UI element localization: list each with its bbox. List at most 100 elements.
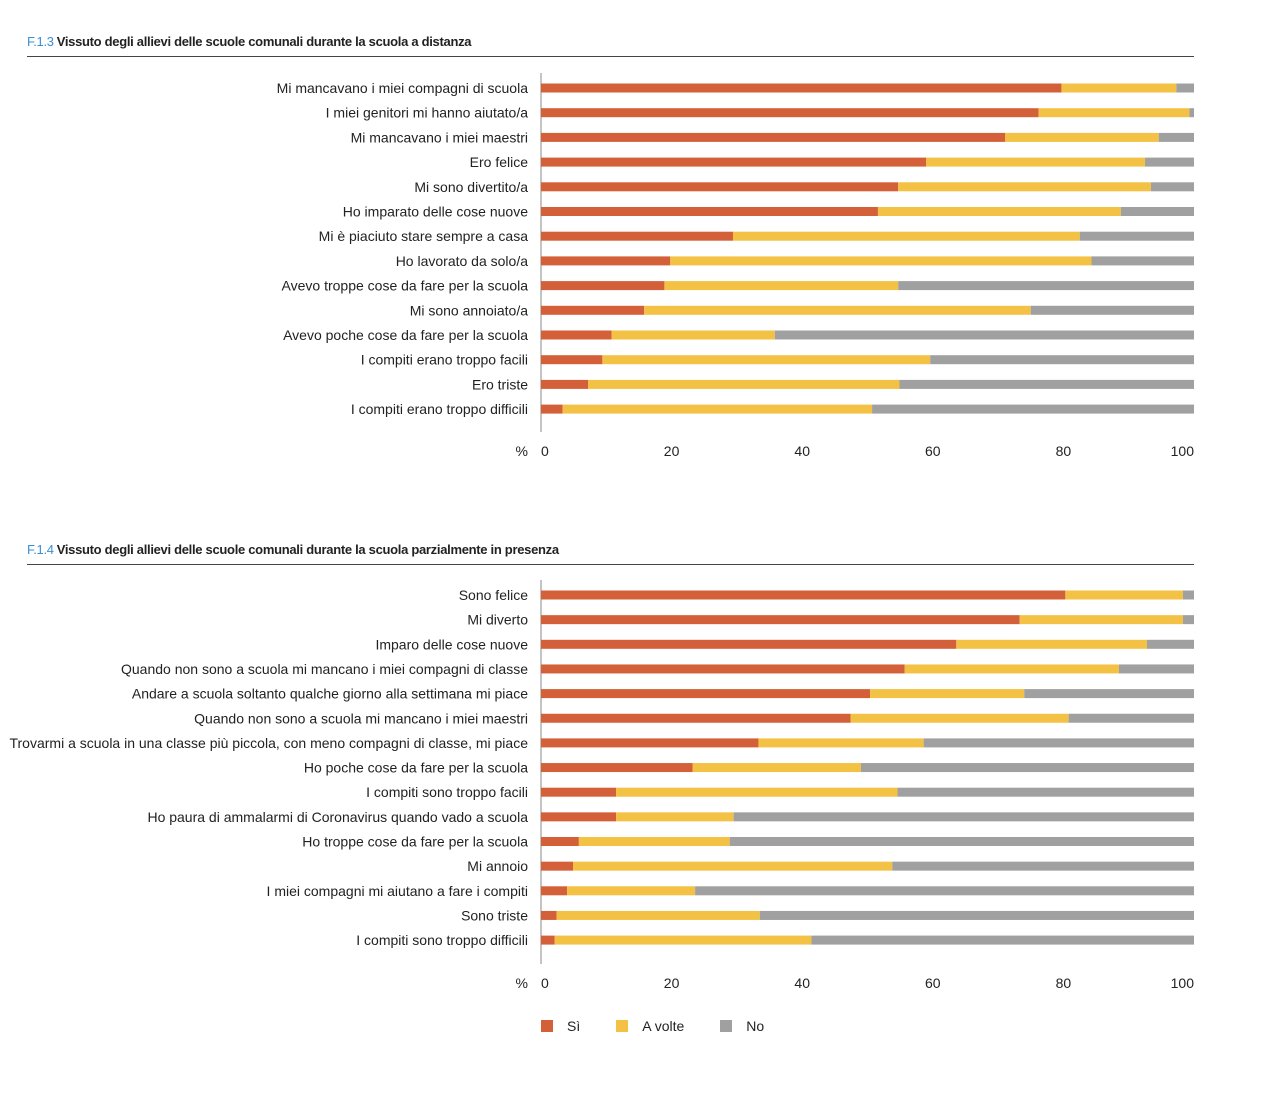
bar-segment-a-volte bbox=[611, 330, 775, 340]
figure-title: F.1.4 Vissuto degli allievi delle scuole … bbox=[27, 542, 559, 557]
x-tick-label: 60 bbox=[925, 443, 941, 459]
x-tick-label: 80 bbox=[1056, 975, 1072, 991]
category-label: Quando non sono a scuola mi mancano i mi… bbox=[194, 710, 528, 726]
bar-segment-a-volte bbox=[562, 404, 873, 414]
x-tick-label: 20 bbox=[664, 443, 680, 459]
stacked-bar-chart-partial-presence: Sono felice Mi diverto Imparo delle cose n… bbox=[9, 580, 1194, 991]
legend-swatch-no bbox=[720, 1020, 733, 1032]
bar-segment-a-volte bbox=[870, 689, 1025, 699]
bar-segment-si bbox=[541, 787, 617, 797]
bar-segment-a-volte bbox=[1019, 615, 1183, 625]
bar-segment-si bbox=[541, 330, 612, 340]
chart-legend: Sì A volte No bbox=[541, 1018, 800, 1034]
bar-segment-no bbox=[733, 812, 1194, 822]
category-label: Ho lavorato da solo/a bbox=[396, 253, 529, 269]
category-label: I compiti sono troppo difficili bbox=[356, 932, 528, 948]
figure-title-text: Vissuto degli allievi delle scuole comun… bbox=[56, 34, 472, 49]
bar-segment-si bbox=[541, 207, 878, 216]
bar-segment-no bbox=[1091, 256, 1194, 266]
bar-segment-no bbox=[1120, 207, 1194, 216]
bar-segment-si bbox=[541, 763, 693, 773]
category-label: I compiti erano troppo difficili bbox=[351, 401, 528, 417]
bar-segment-si bbox=[541, 639, 957, 649]
bar-segment-no bbox=[872, 404, 1194, 414]
legend-item-a-volte: A volte bbox=[616, 1018, 684, 1034]
bar-segment-no bbox=[1146, 639, 1194, 649]
bar-segment-no bbox=[1176, 83, 1194, 93]
bar-segment-si bbox=[541, 379, 589, 389]
bar-segment-a-volte bbox=[554, 935, 812, 945]
bar-segment-si bbox=[541, 157, 927, 167]
figure-code: F.1.3 bbox=[27, 34, 54, 49]
category-label: Avevo troppe cose da fare per la scuola bbox=[282, 278, 529, 294]
category-label: Ho troppe cose da fare per la scuola bbox=[302, 834, 528, 850]
bar-segment-no bbox=[923, 738, 1194, 748]
category-label: Mi diverto bbox=[467, 612, 528, 628]
category-label: Ero triste bbox=[472, 376, 528, 392]
bar-segment-a-volte bbox=[664, 281, 899, 291]
bar-segment-no bbox=[1182, 615, 1194, 625]
figure-title-text: Vissuto degli allievi delle scuole comun… bbox=[56, 542, 559, 557]
title-rule bbox=[27, 56, 1194, 57]
bar-segment-a-volte bbox=[644, 305, 1031, 315]
bar-segment-si bbox=[541, 713, 851, 723]
bar-segment-no bbox=[1118, 664, 1194, 674]
bar-segment-a-volte bbox=[758, 738, 924, 748]
category-label: Sono triste bbox=[461, 907, 528, 923]
bar-segment-si bbox=[541, 404, 563, 414]
category-label: Quando non sono a scuola mi mancano i mi… bbox=[121, 661, 528, 677]
bar-segment-a-volte bbox=[588, 379, 900, 389]
category-label: Mi mancavano i miei compagni di scuola bbox=[277, 80, 529, 96]
bar-segment-si bbox=[541, 910, 557, 920]
category-label: Mi sono divertito/a bbox=[414, 179, 528, 195]
legend-swatch-a-volte bbox=[616, 1020, 629, 1032]
axis-unit-label: % bbox=[516, 443, 528, 459]
bar-segment-si bbox=[541, 355, 603, 365]
category-label: Ho poche cose da fare per la scuola bbox=[304, 760, 528, 776]
bar-segment-no bbox=[1079, 231, 1194, 241]
bar-segment-si bbox=[541, 281, 665, 291]
bar-segment-a-volte bbox=[567, 886, 696, 896]
bar-segment-a-volte bbox=[578, 837, 730, 846]
legend-label: A volte bbox=[642, 1018, 685, 1034]
bar-segment-si bbox=[541, 664, 905, 674]
bar-segment-a-volte bbox=[1005, 132, 1159, 142]
bar-segment-si bbox=[541, 935, 555, 945]
x-tick-label: 60 bbox=[925, 975, 941, 991]
bar-segment-a-volte bbox=[602, 355, 931, 365]
bar-segment-a-volte bbox=[956, 639, 1147, 649]
bar-segment-si bbox=[541, 108, 1039, 118]
bar-segment-no bbox=[729, 837, 1194, 846]
x-tick-label: 40 bbox=[794, 443, 810, 459]
bar-segment-a-volte bbox=[898, 182, 1151, 192]
bar-segment-no bbox=[759, 910, 1194, 920]
figure-title: F.1.3 Vissuto degli allievi delle scuole … bbox=[27, 34, 472, 49]
bar-segment-a-volte bbox=[904, 664, 1119, 674]
bar-segment-si bbox=[541, 590, 1066, 600]
category-label: Andare a scuola soltanto qualche giorno … bbox=[132, 686, 528, 702]
bar-segment-si bbox=[541, 812, 617, 822]
bar-segment-si bbox=[541, 738, 759, 748]
x-tick-label: 40 bbox=[794, 975, 810, 991]
x-tick-label: 80 bbox=[1056, 443, 1072, 459]
bar-segment-a-volte bbox=[877, 207, 1121, 216]
bar-segment-a-volte bbox=[926, 157, 1146, 167]
bar-segment-si bbox=[541, 615, 1020, 625]
bar-segment-a-volte bbox=[616, 787, 898, 797]
bar-segment-si bbox=[541, 83, 1062, 93]
x-tick-label: 0 bbox=[541, 443, 549, 459]
bar-segment-a-volte bbox=[1061, 83, 1177, 93]
bar-segment-no bbox=[811, 935, 1194, 945]
bar-segment-no bbox=[899, 379, 1194, 389]
axis-unit-label: % bbox=[516, 975, 528, 991]
bar-segment-si bbox=[541, 886, 568, 896]
category-label: Avevo poche cose da fare per la scuola bbox=[283, 327, 528, 343]
bar-segment-no bbox=[1182, 590, 1194, 600]
bar-segment-a-volte bbox=[1065, 590, 1183, 600]
bar-segment-no bbox=[930, 355, 1194, 365]
category-label: I compiti sono troppo facili bbox=[366, 784, 528, 800]
bar-segment-a-volte bbox=[670, 256, 1092, 266]
bar-segment-a-volte bbox=[556, 910, 760, 920]
figure-code: F.1.4 bbox=[27, 542, 54, 557]
category-label: I compiti erano troppo facili bbox=[361, 352, 528, 368]
